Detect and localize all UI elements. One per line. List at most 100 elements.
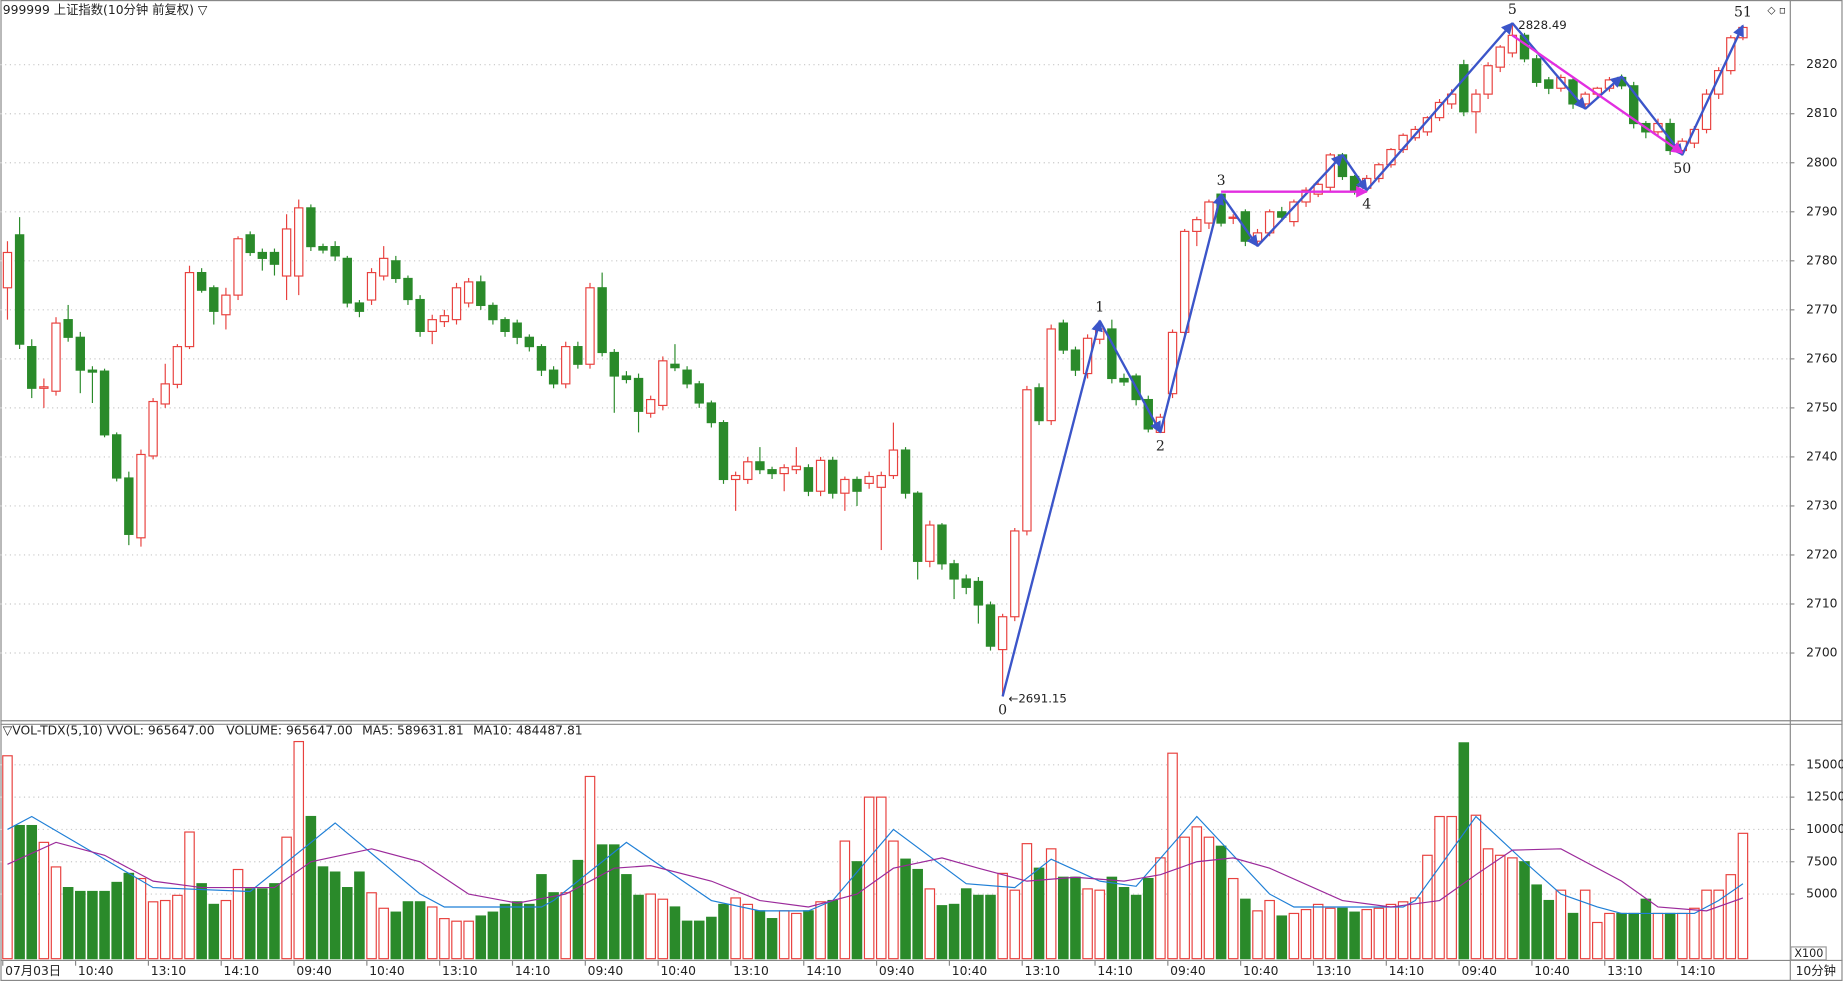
volume-bar: [232, 868, 244, 960]
candle-body: [1204, 201, 1214, 224]
volume-bar: [973, 894, 984, 960]
volume-bar: [924, 888, 936, 960]
x-tick-label: 14:10: [1389, 964, 1425, 978]
volume-bar: [584, 775, 596, 960]
volume-bar: [960, 888, 972, 960]
candle-body: [828, 459, 838, 494]
volume-bar: [257, 888, 268, 960]
price-annotation: 2828.49: [1518, 18, 1567, 32]
x-tick-label: 14:10: [515, 964, 551, 978]
x-unit: 10分钟: [1796, 963, 1836, 978]
volume-bar: [390, 911, 402, 960]
volume-bar: [1458, 742, 1470, 960]
candle-body: [2, 251, 13, 289]
volume-bar: [863, 796, 875, 960]
volume-bar: [1191, 826, 1203, 960]
volume-bar: [1215, 845, 1227, 960]
x-tick-label: 13:10: [442, 964, 478, 978]
volume-bar: [985, 894, 996, 960]
candle-body: [524, 336, 535, 348]
candle-body: [427, 319, 437, 332]
y-tick-label: 5000: [1806, 887, 1838, 901]
x-tick-label: 14:10: [224, 964, 260, 978]
y-tick-label: 2790: [1806, 204, 1838, 218]
candle-body: [1046, 328, 1056, 422]
volume-bar: [1579, 889, 1591, 960]
candle-body: [633, 377, 644, 412]
volume-bar: [1070, 876, 1081, 960]
y-tick-label: 2750: [1806, 400, 1838, 414]
candle-body: [1483, 65, 1493, 95]
volume-title: ▽VOL-TDX(5,10) VVOL: 965647.00: [3, 723, 215, 737]
volume-bar: [172, 894, 183, 960]
volume-bar: [1555, 889, 1567, 960]
volume-bar: [718, 903, 729, 960]
volume-bar: [1446, 815, 1457, 960]
ma-line: [7, 815, 1744, 915]
volume-bar: [2, 755, 13, 960]
candle-body: [451, 287, 462, 321]
y-tick-label: 7500: [1806, 854, 1838, 868]
wave-arrow: [1341, 154, 1368, 192]
candle-body: [463, 281, 474, 304]
volume-bar: [1701, 889, 1712, 960]
volume-bar: [912, 868, 923, 960]
volume-bar: [511, 901, 523, 960]
candle-body: [99, 370, 110, 436]
volume-bar: [1021, 843, 1033, 960]
volume-bar: [1640, 898, 1652, 960]
candle-body: [1179, 230, 1190, 333]
candle-body: [573, 346, 583, 365]
candle-body: [1629, 85, 1639, 125]
volume-bar: [1567, 912, 1579, 960]
wave-label: 2: [1156, 439, 1165, 455]
candle-body: [318, 246, 328, 251]
volume-bar: [791, 912, 802, 960]
candle-body: [257, 251, 268, 259]
volume-bar: [1325, 907, 1336, 960]
y-tick-label: 2700: [1806, 646, 1838, 660]
candle-body: [354, 302, 365, 312]
wave-label: 3: [1217, 173, 1226, 189]
candle-body: [900, 449, 911, 494]
volume-bar: [1264, 899, 1275, 960]
candle-body: [1192, 219, 1202, 232]
x-tick-label: 13:10: [1316, 964, 1352, 978]
candle-body: [1010, 530, 1020, 618]
volume-bar: [1252, 910, 1263, 960]
candle-body: [621, 375, 632, 381]
volume-bar: [1045, 848, 1057, 960]
volume-bar: [706, 916, 717, 960]
wave-arrow: [1098, 320, 1162, 434]
y-tick-label: 10000: [1806, 822, 1843, 836]
candle-body: [670, 363, 680, 369]
volume-bar: [111, 881, 122, 960]
volume-bar: [74, 890, 86, 960]
volume-bar: [1689, 907, 1700, 960]
volume-bar: [888, 840, 899, 960]
volume-bar: [803, 910, 814, 960]
candle-body: [1313, 183, 1323, 195]
x-tick-label: 10:40: [660, 964, 696, 978]
x-tick-label: 10:40: [369, 964, 405, 978]
volume-bar: [354, 871, 365, 960]
candle-body: [148, 400, 158, 457]
volume-bar: [1507, 857, 1518, 960]
candle-body: [1495, 46, 1505, 68]
y-tick-label: 2710: [1806, 596, 1838, 610]
y-tick-label: 2720: [1806, 547, 1838, 561]
volume-bar: [463, 920, 474, 960]
wave-arrow: [1511, 34, 1684, 154]
volume-bar: [1434, 815, 1445, 960]
volume-bar: [1349, 911, 1360, 960]
wave-label: 50: [1673, 161, 1691, 177]
x-tick-label: 13:10: [1607, 964, 1643, 978]
window-icons[interactable]: ◇ ▫: [1767, 5, 1786, 17]
x-tick-label: 09:40: [879, 964, 915, 978]
volume-bar: [1385, 903, 1397, 960]
candle-body: [330, 246, 340, 257]
volume-bar: [159, 899, 171, 960]
volume-bar: [1312, 903, 1324, 960]
x-tick-label: 13:10: [151, 964, 187, 978]
